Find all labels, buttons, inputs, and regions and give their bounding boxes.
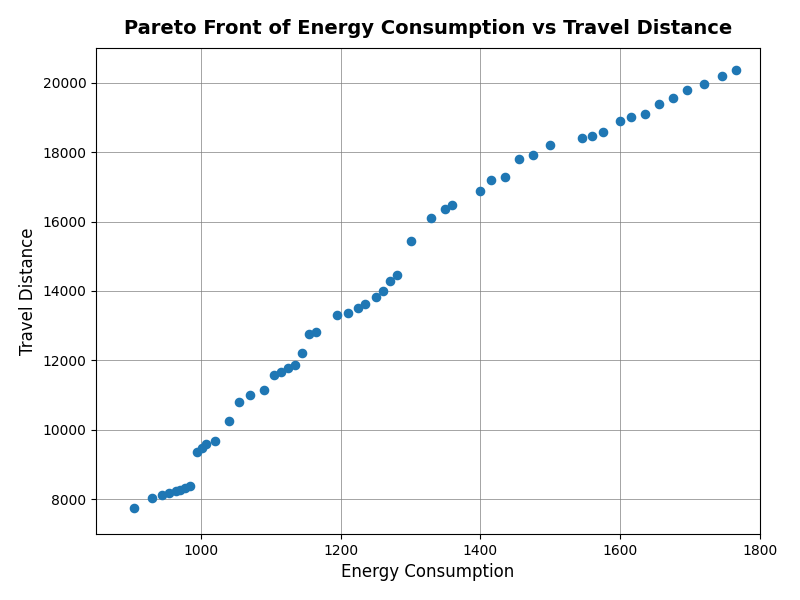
Title: Pareto Front of Energy Consumption vs Travel Distance: Pareto Front of Energy Consumption vs Tr… [124,19,732,38]
Point [170,487,182,496]
Point [128,503,141,513]
Point [258,385,270,395]
Point [302,329,315,339]
Point [342,308,354,317]
Point [209,436,222,446]
Point [310,327,322,337]
Point [330,310,343,320]
Point [369,292,382,302]
Point [233,397,246,407]
Point [425,213,438,223]
Point [174,485,186,494]
Point [383,277,396,286]
Point [358,299,371,309]
Point [586,131,598,140]
Point [513,154,526,164]
Point [446,200,459,210]
Point [296,349,309,358]
Point [624,113,637,122]
Point [222,416,235,426]
Y-axis label: Travel Distance: Travel Distance [18,227,37,355]
Point [352,304,365,313]
Point [666,93,679,103]
Point [191,448,204,457]
Point [638,109,651,119]
Point [243,391,256,400]
Point [729,65,742,75]
X-axis label: Energy Consumption: Energy Consumption [342,563,514,581]
Point [498,172,511,182]
Point [614,116,626,125]
Point [268,370,281,380]
Point [376,286,389,296]
Point [652,100,665,109]
Point [544,140,557,150]
Point [575,133,588,143]
Point [156,490,169,500]
Point [390,271,403,280]
Point [526,150,539,160]
Point [196,443,209,453]
Point [715,71,728,80]
Point [698,79,710,89]
Point [275,367,288,376]
Point [596,127,609,137]
Point [289,360,302,370]
Point [179,484,192,493]
Point [282,363,294,373]
Point [146,493,158,502]
Point [184,481,197,491]
Point [200,440,213,449]
Point [439,205,452,214]
Point [404,236,417,245]
Point [485,175,498,185]
Point [163,488,176,498]
Point [680,85,693,95]
Point [474,186,487,196]
